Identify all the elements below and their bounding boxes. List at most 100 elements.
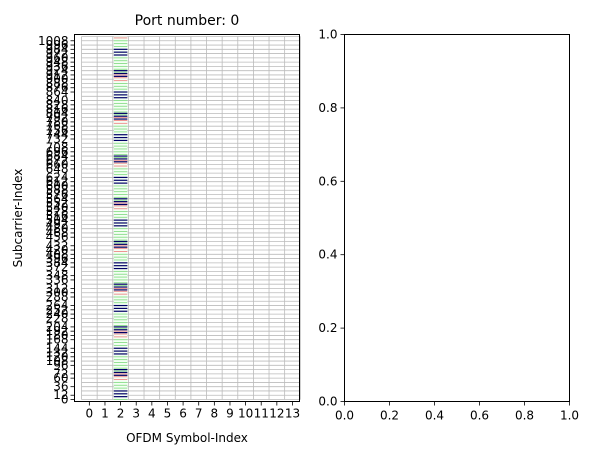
y-tick-label: 600	[46, 179, 69, 193]
x-tick-label: 2	[117, 407, 125, 421]
y-tick-label: 672	[46, 153, 69, 167]
y-tick-label: 804	[46, 106, 69, 120]
y-tick-label: 192	[46, 324, 69, 338]
resource-grid-chart: Port number: 0 0 1 2 3 4 5 6 7 8 9 10 11 12 13 012366…	[11, 13, 301, 445]
allocated-symbol-column	[113, 36, 128, 400]
y-tick-label: 0.8	[318, 101, 337, 115]
y-tick-label: 768	[46, 119, 69, 133]
y-tick-label: 372	[46, 260, 69, 274]
y-tick-label: 624	[46, 170, 69, 184]
x-tick-label: 3	[132, 407, 140, 421]
y-tick-label: 864	[46, 85, 69, 99]
chart-title: Port number: 0	[135, 13, 240, 29]
y-tick-label: 732	[46, 132, 69, 146]
y-tick-label: 504	[46, 213, 69, 227]
y-tick-label: 564	[46, 192, 69, 206]
y-tick-label: 576	[46, 188, 69, 202]
x-tick-label: 11	[254, 407, 269, 421]
x-tick-label: 12	[269, 407, 284, 421]
y-tick-label: 288	[46, 290, 69, 304]
x-tick-label: 10	[238, 407, 253, 421]
y-tick-label: 0	[61, 393, 69, 407]
y-tick-label: 876	[46, 81, 69, 95]
x-tick-label: 1.0	[560, 409, 579, 423]
y-tick-label: 948	[46, 55, 69, 69]
x-tick-label: 5	[164, 407, 172, 421]
y-tick-label: 516	[46, 209, 69, 223]
y-tick-label: 924	[46, 64, 69, 78]
y-tick-label: 816	[46, 102, 69, 116]
y-tick-label: 552	[46, 196, 69, 210]
y-tick-label: 108	[46, 354, 69, 368]
x-tick-label: 0	[86, 407, 94, 421]
y-tick-label: 204	[46, 320, 69, 334]
y-tick-label: 180	[46, 328, 69, 342]
y-axis-ticks: 0123660729610812013214416818019220422824…	[38, 34, 75, 407]
y-tick-label: 264	[46, 299, 69, 313]
y-tick-label: 408	[46, 247, 69, 261]
x-tick-label: 6	[179, 407, 187, 421]
y-tick-label: 696	[46, 145, 69, 159]
y-tick-label: 336	[46, 273, 69, 287]
y-tick-label: 240	[46, 307, 69, 321]
empty-chart: 0.0 0.2 0.4 0.6 0.8 1.0 0.0 0.2 0.4 0.6 0.8 1.0	[318, 28, 579, 423]
x-tick-label: 9	[226, 407, 234, 421]
y-tick-label: 72	[53, 367, 68, 381]
y-tick-label: 384	[46, 256, 69, 270]
y-tick-label: 60	[53, 371, 68, 385]
y-tick-label: 972	[46, 47, 69, 61]
y-tick-label: 96	[53, 358, 68, 372]
y-tick-label: 480	[46, 222, 69, 236]
y-tick-label: 960	[46, 51, 69, 65]
y-tick-label: 612	[46, 175, 69, 189]
y-tick-label: 540	[46, 200, 69, 214]
x-tick-label: 0.6	[470, 409, 489, 423]
y-tick-label: 36	[53, 380, 68, 394]
y-tick-label: 1008	[38, 34, 69, 48]
y-tick-label: 132	[46, 346, 69, 360]
x-tick-label: 0.2	[380, 409, 399, 423]
y-tick-label: 684	[46, 149, 69, 163]
y-tick-label: 0.4	[318, 248, 337, 262]
y-tick-label: 168	[46, 333, 69, 347]
y-tick-label: 792	[46, 111, 69, 125]
y-tick-label: 0.6	[318, 174, 337, 188]
y-tick-label: 528	[46, 205, 69, 219]
y-tick-label: 456	[46, 230, 69, 244]
y-tick-label: 744	[46, 128, 69, 142]
x-axis-ticks-right: 0.0 0.2 0.4 0.6 0.8 1.0	[335, 401, 579, 423]
x-tick-label: 0.0	[335, 409, 354, 423]
y-tick-label: 468	[46, 226, 69, 240]
x-tick-label: 0.8	[515, 409, 534, 423]
y-tick-label: 252	[46, 303, 69, 317]
y-tick-label: 420	[46, 243, 69, 257]
plot-frame-right	[344, 34, 570, 402]
x-tick-label: 8	[211, 407, 219, 421]
x-tick-label: 7	[195, 407, 203, 421]
y-tick-label: 996	[46, 38, 69, 52]
x-tick-label: 4	[148, 407, 156, 421]
y-tick-label: 300	[46, 286, 69, 300]
y-tick-label: 708	[46, 141, 69, 155]
y-tick-label: 912	[46, 68, 69, 82]
y-tick-label: 12	[53, 388, 68, 402]
x-axis-label: OFDM Symbol-Index	[126, 431, 248, 445]
y-tick-label: 936	[46, 59, 69, 73]
y-tick-label: 0.0	[318, 395, 337, 409]
y-tick-label: 228	[46, 311, 69, 325]
y-tick-label: 396	[46, 252, 69, 266]
plot-frame	[74, 34, 300, 402]
x-tick-label: 0.4	[425, 409, 444, 423]
y-tick-label: 780	[46, 115, 69, 129]
x-tick-label: 1	[101, 407, 109, 421]
y-tick-label: 756	[46, 123, 69, 137]
y-tick-label: 888	[46, 76, 69, 90]
y-tick-label: 120	[46, 350, 69, 364]
y-tick-label: 900	[46, 72, 69, 86]
y-axis-ticks-right: 0.0 0.2 0.4 0.6 0.8 1.0	[318, 28, 345, 409]
y-tick-label: 144	[46, 341, 69, 355]
y-tick-label: 348	[46, 269, 69, 283]
y-tick-label: 828	[46, 98, 69, 112]
y-tick-label: 0.2	[318, 321, 337, 335]
